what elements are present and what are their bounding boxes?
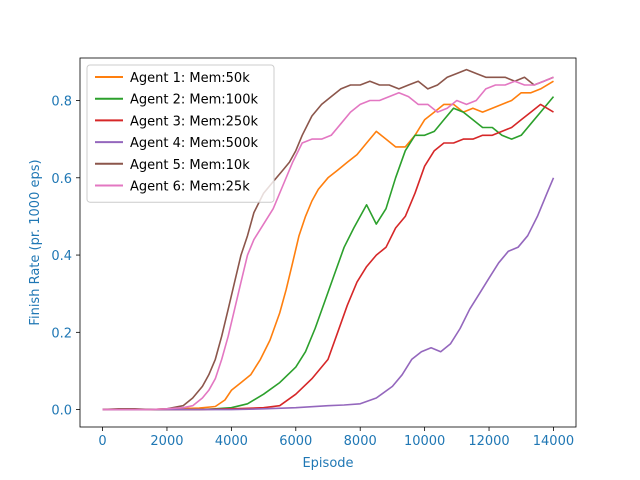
series-line-3	[102, 103, 554, 411]
x-tick-label: 6000	[279, 434, 312, 449]
series-line-6	[102, 76, 554, 411]
series-line-2	[102, 96, 555, 411]
y-tick-label: 0.6	[51, 172, 72, 187]
series-line-5	[102, 68, 554, 411]
legend-label: Agent 4: Mem:500k	[130, 136, 258, 151]
x-axis-label: Episode	[302, 456, 353, 471]
series-lines	[102, 68, 555, 411]
legend-label: Agent 3: Mem:250k	[130, 114, 258, 129]
y-tick-label: 0.0	[51, 404, 72, 419]
y-axis: 0.0 0.2 0.4 0.6 0.8	[51, 95, 80, 419]
x-tick-label: 14000	[533, 434, 574, 449]
x-tick-label: 0	[98, 434, 106, 449]
series-line-4	[102, 177, 555, 411]
x-tick-label: 10000	[404, 434, 445, 449]
plot-frame	[79, 57, 577, 428]
y-tick-label: 0.2	[51, 326, 72, 341]
y-tick-label: 0.4	[51, 249, 72, 264]
x-tick-label: 4000	[215, 434, 248, 449]
x-axis: 0 2000 4000 6000 8000 10000 12000 14000	[98, 427, 574, 449]
legend-box	[86, 64, 275, 203]
legend-label: Agent 6: Mem:25k	[130, 180, 250, 195]
y-tick-label: 0.8	[51, 95, 72, 110]
legend-label: Agent 2: Mem:100k	[130, 93, 258, 108]
legend: Agent 1: Mem:50k Agent 2: Mem:100k Agent 3…	[86, 64, 275, 203]
legend-label: Agent 1: Mem:50k	[130, 71, 250, 86]
legend-label: Agent 5: Mem:10k	[130, 158, 250, 173]
series-line-1	[102, 80, 554, 411]
x-tick-label: 2000	[150, 434, 183, 449]
x-tick-label: 8000	[344, 434, 377, 449]
y-axis-label: Finish Rate (pr. 1000 eps)	[28, 159, 43, 325]
x-tick-label: 12000	[468, 434, 509, 449]
